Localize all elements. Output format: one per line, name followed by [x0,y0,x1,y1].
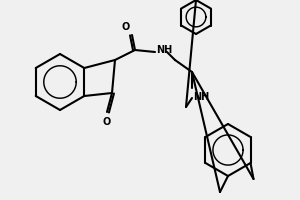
Text: NH: NH [193,92,209,102]
Text: NH: NH [156,45,172,55]
Text: O: O [122,22,130,32]
Text: O: O [103,117,111,127]
